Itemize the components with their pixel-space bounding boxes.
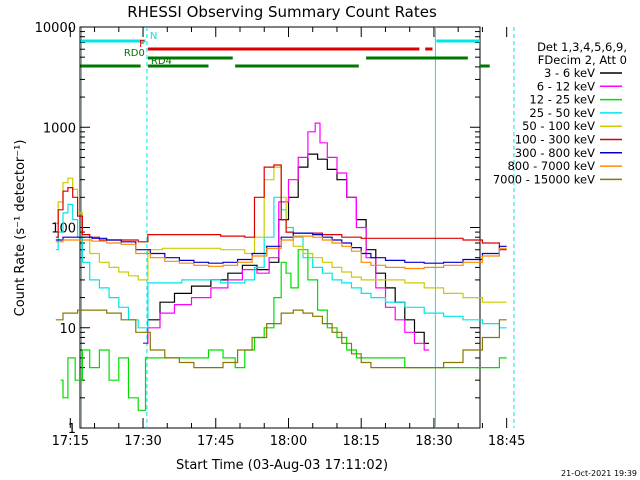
series-line-1 xyxy=(143,153,430,344)
legend-header: FDecim 2, Att 0 xyxy=(538,53,627,67)
x-tick-label: 17:30 xyxy=(124,434,161,449)
chart-title: RHESSI Observing Summary Count Rates xyxy=(127,3,437,21)
series-line-4 xyxy=(55,196,507,329)
x-tick-label: 18:00 xyxy=(270,434,307,449)
flag-label-f: F xyxy=(139,39,145,50)
x-axis-label: Start Time (03-Aug-03 17:11:02) xyxy=(176,458,388,473)
flag-label-n: N xyxy=(150,31,157,42)
series-line-3 xyxy=(60,249,507,411)
x-tick-label: 17:45 xyxy=(197,434,234,449)
series-line-6 xyxy=(55,164,507,251)
timestamp: 21-Oct-2021 19:39 xyxy=(561,469,637,478)
y-tick-label: 10 xyxy=(59,322,76,337)
series-line-9 xyxy=(55,309,507,369)
legend-header: Det 1,3,4,5,6,9, xyxy=(537,40,627,54)
legend-entry: 25 - 50 keV xyxy=(529,106,595,120)
flag-label-rd0: RD0 xyxy=(124,48,145,59)
legend-entry: 7000 - 15000 keV xyxy=(493,172,595,186)
x-tick-label: 17:15 xyxy=(52,434,89,449)
legend-entry: 6 - 12 keV xyxy=(537,79,595,93)
y-axis-label: Count Rate (s⁻¹ detector⁻¹) xyxy=(13,140,28,317)
legend-entry: 12 - 25 keV xyxy=(529,93,595,107)
legend-entry: 50 - 100 keV xyxy=(522,119,595,133)
x-tick-label: 18:45 xyxy=(488,434,525,449)
flag-label-rd4: RD4 xyxy=(151,56,172,67)
series-line-8 xyxy=(55,235,507,270)
legend: Det 1,3,4,5,6,9,FDecim 2, Att 03 - 6 keV… xyxy=(493,40,627,186)
legend-entry: 3 - 6 keV xyxy=(544,66,595,80)
x-tick-label: 18:15 xyxy=(342,434,379,449)
series-line-2 xyxy=(143,122,430,351)
y-tick-label: 1000 xyxy=(43,121,76,136)
legend-entry: 800 - 7000 keV xyxy=(507,159,595,173)
x-tick-label: 18:30 xyxy=(415,434,452,449)
y-tick-label: 1 xyxy=(68,422,76,437)
legend-entry: 100 - 300 keV xyxy=(515,133,595,147)
legend-entry: 300 - 800 keV xyxy=(515,146,595,160)
y-tick-label: 10000 xyxy=(35,21,76,36)
